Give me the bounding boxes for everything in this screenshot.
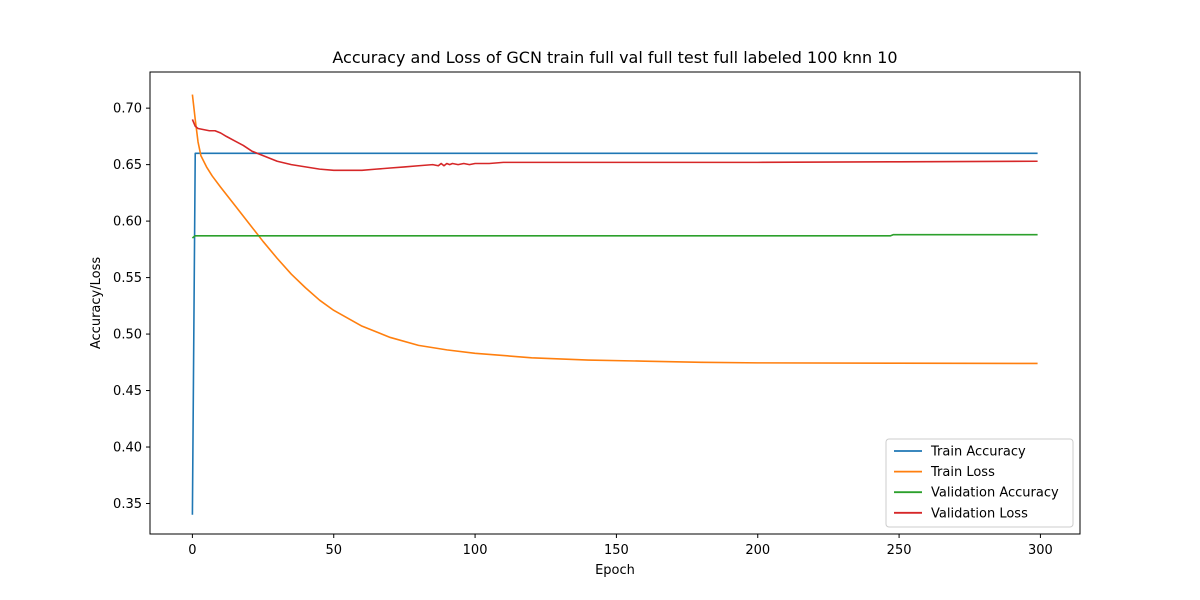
legend-label: Train Accuracy <box>930 445 1026 460</box>
legend-label: Train Loss <box>930 465 995 480</box>
y-tick-label: 0.70 <box>113 102 142 117</box>
y-axis-label: Accuracy/Loss <box>89 257 104 349</box>
legend-label: Validation Loss <box>931 506 1028 521</box>
x-axis-label: Epoch <box>595 563 635 578</box>
x-tick-label: 150 <box>604 543 629 558</box>
y-tick-label: 0.55 <box>113 271 142 286</box>
y-tick-label: 0.35 <box>113 497 142 512</box>
x-tick-label: 300 <box>1028 543 1053 558</box>
plot-area-frame <box>149 71 1081 535</box>
x-tick-label: 100 <box>463 543 488 558</box>
y-axis: 0.35 0.40 0.45 0.50 0.55 0.60 0.65 0.70 <box>113 102 150 512</box>
x-tick-label: 0 <box>188 543 196 558</box>
legend-label: Validation Accuracy <box>931 486 1059 501</box>
x-tick-label: 50 <box>325 543 342 558</box>
series-line-train-loss <box>191 94 1038 365</box>
y-tick-label: 0.50 <box>113 328 142 343</box>
y-tick-label: 0.45 <box>113 384 142 399</box>
y-tick-label: 0.60 <box>113 215 142 230</box>
chart-title: Accuracy and Loss of GCN train full val … <box>332 48 897 67</box>
x-tick-label: 200 <box>745 543 770 558</box>
y-tick-label: 0.40 <box>113 441 142 456</box>
legend-box <box>885 438 1074 528</box>
series-line-validation-loss <box>191 119 1038 172</box>
legend: Train Accuracy Train Loss Validation Accur… <box>885 438 1074 528</box>
x-tick-label: 250 <box>887 543 912 558</box>
series-line-train-accuracy <box>191 152 1038 515</box>
x-axis: 0 50 100 150 200 250 300 <box>188 534 1053 558</box>
series-layer <box>191 94 1038 515</box>
series-line-validation-accuracy <box>191 233 1038 239</box>
y-tick-label: 0.65 <box>113 158 142 173</box>
